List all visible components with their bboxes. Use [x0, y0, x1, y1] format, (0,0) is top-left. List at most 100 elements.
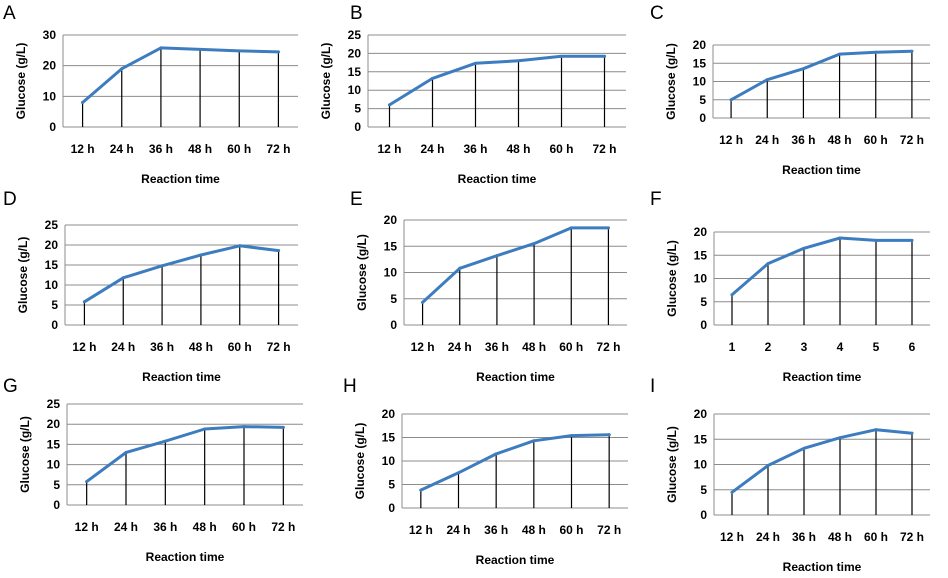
series-line: [419, 433, 611, 492]
x-axis-title: Reaction time: [783, 370, 862, 384]
x-tick-label: 60 h: [559, 340, 583, 354]
x-tick-label: 24 h: [114, 520, 138, 534]
y-tick-label: 0: [49, 120, 56, 134]
x-tick-label: 36 h: [150, 340, 174, 354]
data-point: [276, 50, 280, 54]
x-tick-label: 72 h: [266, 142, 290, 156]
y-tick-label: 0: [388, 501, 395, 515]
x-tick-label: 36 h: [484, 523, 508, 537]
data-point: [874, 238, 878, 242]
x-tick-label: 24 h: [446, 523, 470, 537]
data-point: [199, 253, 203, 257]
x-tick-label: 24 h: [111, 340, 135, 354]
chart-panel-h: H 0 5 10 15 20 12 h 24 h 36 h 48 h 60 h 72 h Reactio…: [343, 376, 628, 567]
data-point: [607, 433, 611, 437]
data-point: [242, 425, 246, 429]
data-point: [457, 471, 460, 475]
series-line: [82, 244, 281, 304]
series-line: [730, 428, 914, 494]
y-tick-label: 10: [694, 458, 708, 472]
x-tick-label: 24 h: [110, 142, 134, 156]
x-tick-label: 48 h: [189, 340, 213, 354]
y-tick-label: 10: [384, 266, 398, 280]
data-point: [874, 428, 878, 432]
x-tick-label: 12 h: [411, 340, 435, 354]
series-line: [81, 46, 280, 104]
x-axis-title: Reaction time: [783, 560, 862, 574]
data-point: [474, 61, 477, 65]
x-axis-title: Reaction time: [146, 550, 225, 564]
data-point: [801, 67, 805, 71]
y-tick-label: 5: [51, 298, 58, 312]
x-tick-label: 60 h: [864, 530, 888, 544]
data-point: [159, 46, 163, 50]
y-tick-label: 5: [390, 292, 397, 306]
x-tick-label: 3: [801, 340, 808, 354]
y-tick-label: 25: [348, 28, 362, 42]
x-tick-label: 12 h: [71, 142, 95, 156]
data-point: [85, 480, 89, 484]
data-point: [281, 425, 285, 429]
data-point: [82, 300, 86, 304]
x-tick-label: 6: [909, 340, 916, 354]
data-point: [458, 266, 462, 270]
y-tick-label: 0: [390, 318, 397, 332]
data-point: [419, 488, 423, 492]
x-axis-title: Reaction time: [476, 553, 555, 567]
data-point: [838, 52, 842, 56]
y-tick-label: 0: [700, 508, 707, 522]
series-line: [730, 236, 914, 297]
y-tick-label: 0: [699, 111, 706, 125]
data-point: [124, 450, 128, 454]
data-point: [237, 49, 241, 53]
panel-letter: G: [3, 376, 18, 397]
data-point: [277, 249, 281, 253]
x-tick-label: 60 h: [559, 523, 583, 537]
x-tick-label: 72 h: [271, 520, 295, 534]
chart-panel-c: C 0 5 10 15 20 12 h 24 h 36 h 48 h 60 h 72 h Reactio…: [650, 3, 930, 177]
data-point: [766, 262, 770, 266]
y-tick-label: 0: [51, 318, 58, 332]
x-axis-title: Reaction time: [142, 370, 221, 384]
x-axis-title: Reaction time: [141, 172, 220, 186]
x-tick-label: 48 h: [188, 142, 212, 156]
y-tick-label: 15: [693, 56, 707, 70]
series-line: [85, 425, 285, 484]
x-tick-label: 48 h: [522, 523, 546, 537]
panel-letter: D: [3, 189, 17, 210]
y-tick-label: 30: [43, 28, 57, 42]
y-tick-label: 0: [354, 120, 361, 134]
chart-panel-a: A 0 10 20 30 12 h 24 h 36 h 48 h 60 h 72 h Reaction…: [3, 3, 298, 186]
x-axis-title: Reaction time: [782, 163, 861, 177]
y-tick-label: 5: [699, 93, 706, 107]
x-tick-label: 72 h: [900, 530, 924, 544]
data-point: [120, 67, 124, 71]
data-point: [802, 446, 806, 450]
y-axis-title: Glucose (g/L): [664, 43, 678, 120]
y-tick-label: 10: [348, 83, 362, 97]
x-tick-label: 36 h: [485, 340, 509, 354]
x-tick-label: 60 h: [227, 142, 251, 156]
panel-letter: C: [650, 3, 664, 24]
x-tick-label: 24 h: [755, 133, 779, 147]
y-tick-label: 5: [354, 102, 361, 116]
data-point: [532, 439, 536, 443]
y-axis-title: Glucose (g/L): [355, 234, 369, 311]
data-point: [121, 276, 125, 280]
y-axis-title: Glucose (g/L): [14, 43, 28, 120]
x-tick-label: 12 h: [720, 530, 744, 544]
panel-letter: A: [3, 3, 16, 24]
data-point: [874, 50, 878, 54]
data-point: [570, 434, 573, 438]
x-tick-label: 72 h: [267, 340, 291, 354]
y-tick-label: 15: [694, 432, 708, 446]
y-tick-label: 20: [693, 38, 707, 52]
chart-panel-i: I 0 5 10 15 20 12 h 24 h 36 h 48 h 60 h 72 h Reactio…: [650, 376, 930, 574]
data-point: [838, 236, 842, 240]
x-tick-label: 12 h: [719, 133, 743, 147]
y-axis-title: Glucose (g/L): [319, 43, 333, 120]
panel-letter: E: [350, 189, 363, 210]
y-tick-label: 20: [348, 46, 362, 60]
y-tick-label: 15: [694, 248, 708, 262]
y-tick-label: 5: [388, 478, 395, 492]
